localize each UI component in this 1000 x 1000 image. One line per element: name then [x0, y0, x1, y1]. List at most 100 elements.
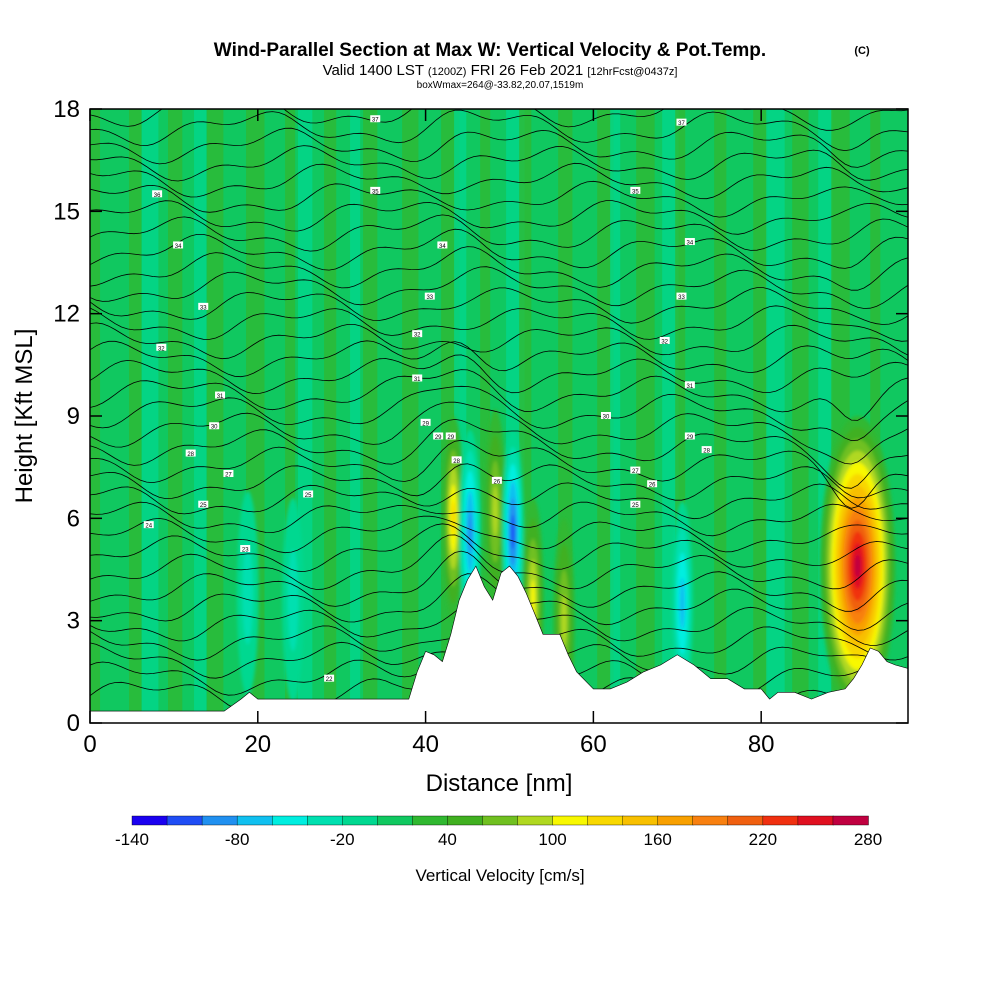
velocity-band: [285, 109, 296, 723]
colorbar-swatch: [377, 815, 414, 826]
subtitle-date: FRI 26 Feb 2021: [471, 62, 584, 79]
velocity-feature: [282, 497, 304, 703]
subtitle-z: (1200Z): [428, 66, 467, 78]
svg-text:33: 33: [426, 295, 433, 301]
velocity-band: [402, 109, 419, 723]
svg-text:28: 28: [703, 449, 710, 455]
y-tick-label: 15: [53, 198, 80, 225]
velocity-contour-fill: [451, 501, 456, 536]
theta-contour: [90, 385, 908, 442]
colorbar-swatch: [482, 815, 519, 826]
theta-contour: [90, 369, 908, 421]
colorbar-ticks: -140 -80 -20 40 100 160 220 280: [115, 830, 882, 849]
velocity-band: [610, 109, 621, 723]
colorbar-swatch: [342, 815, 379, 826]
theta-contour: [90, 162, 908, 200]
svg-text:33: 33: [200, 305, 207, 311]
x-tick-label: 40: [412, 731, 439, 758]
theta-label: 30: [209, 422, 220, 431]
subtitle-main: Valid 1400 LST: [323, 62, 424, 79]
svg-text:33: 33: [678, 295, 685, 301]
colorbar-tick-label: 220: [749, 830, 777, 849]
velocity-band: [753, 109, 768, 723]
svg-text:32: 32: [414, 333, 421, 339]
colorbar-swatch: [236, 815, 273, 826]
theta-label: 32: [156, 343, 167, 352]
x-axis-label: Distance [nm]: [426, 770, 573, 797]
theta-label: 25: [303, 490, 314, 499]
colorbar-tick-label: -80: [225, 830, 250, 849]
y-tick-label: 18: [53, 96, 80, 123]
theta-label: 33: [676, 292, 687, 301]
velocity-contour-fill: [467, 511, 473, 553]
colorbar-swatch: [517, 815, 554, 826]
vertical-velocity-bands: [90, 109, 881, 723]
colorbar-swatch: [271, 815, 308, 826]
colorbar-tick-label: 160: [644, 830, 672, 849]
svg-text:32: 32: [158, 346, 165, 352]
velocity-band: [870, 109, 881, 723]
velocity-feature: [236, 491, 259, 696]
colorbar-swatch: [727, 815, 764, 826]
theta-label: 32: [412, 330, 423, 339]
theta-contour: [90, 534, 908, 590]
colorbar-label: Vertical Velocity [cm/s]: [415, 866, 584, 885]
colorbar-swatch: [552, 815, 589, 826]
theta-label: 28: [185, 449, 196, 458]
velocity-contour-fill: [242, 542, 254, 645]
theta-contour: [90, 523, 908, 573]
velocity-band: [194, 109, 207, 723]
svg-text:26: 26: [494, 479, 501, 485]
svg-text:27: 27: [225, 472, 232, 478]
svg-text:25: 25: [305, 493, 312, 499]
svg-text:29: 29: [435, 435, 442, 441]
theta-label: 28: [701, 446, 712, 455]
theta-label: 34: [437, 241, 448, 250]
theta-label: 35: [630, 186, 641, 195]
theta-contour: [90, 214, 908, 252]
colorbar-tick-label: 40: [438, 830, 457, 849]
svg-text:25: 25: [632, 503, 639, 509]
theta-contour: [90, 145, 908, 182]
velocity-feature: [442, 415, 465, 621]
theta-label: 29: [433, 432, 444, 441]
velocity-band: [766, 109, 785, 723]
colorbar-swatch: [307, 815, 343, 826]
chart-title-tag: (C): [854, 45, 870, 57]
velocity-band: [350, 109, 361, 723]
velocity-contour-fill: [679, 578, 686, 630]
theta-label: 34: [684, 238, 695, 247]
theta-label: 37: [370, 115, 381, 124]
svg-text:34: 34: [439, 244, 446, 250]
svg-text:31: 31: [217, 394, 224, 400]
y-tick-label: 9: [67, 403, 80, 430]
theta-contour: [90, 287, 908, 325]
colorbar-tick-label: 100: [538, 830, 566, 849]
theta-label: 29: [445, 432, 456, 441]
chart-subtitle-2: boxWmax=264@-33.82,20.07,1519m: [417, 80, 584, 91]
theta-contour: [90, 515, 908, 554]
theta-label: 30: [600, 412, 611, 421]
svg-text:37: 37: [678, 121, 685, 127]
theta-label: 29: [684, 432, 695, 441]
svg-text:30: 30: [603, 415, 610, 421]
svg-text:31: 31: [687, 384, 694, 390]
velocity-band: [636, 109, 655, 723]
theta-contour: [90, 501, 908, 537]
svg-text:35: 35: [372, 189, 379, 195]
theta-label: 25: [198, 500, 209, 509]
theta-label: 31: [215, 391, 226, 400]
theta-label: 26: [647, 480, 658, 489]
theta-label: 23: [240, 545, 251, 554]
velocity-band: [207, 109, 224, 723]
theta-label: 31: [412, 374, 423, 383]
svg-text:32: 32: [661, 339, 668, 345]
theta-contour: [90, 354, 908, 395]
velocity-band: [142, 109, 159, 723]
theta-contour: [90, 109, 908, 152]
theta-label: 26: [491, 476, 502, 485]
terrain: [90, 565, 908, 723]
velocity-band: [363, 109, 378, 723]
theta-contour: [90, 439, 908, 509]
